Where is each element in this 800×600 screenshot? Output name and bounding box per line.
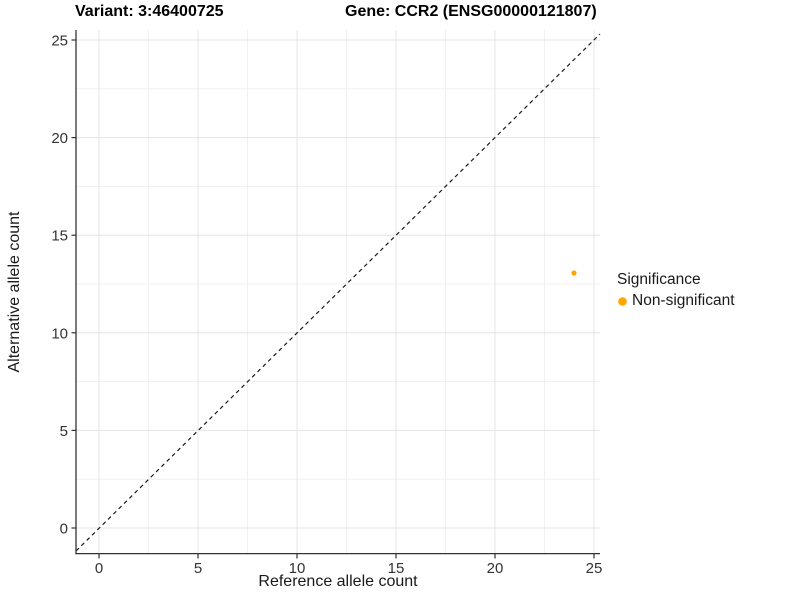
x-tick-5: 5 (194, 560, 202, 577)
legend: Significance Non-significant (617, 271, 735, 310)
legend-title: Significance (617, 271, 701, 288)
y-tick-20: 20 (51, 130, 68, 147)
y-axis-ticks (71, 39, 76, 529)
data-point-non-significant (571, 270, 577, 276)
gene-title: Gene: CCR2 (ENSG00000121807) (345, 3, 597, 20)
legend-entry-non-significant: Non-significant (617, 292, 735, 310)
x-axis-title: Reference allele count (258, 573, 418, 590)
y-tick-labels: 0 5 10 15 20 25 (51, 33, 68, 538)
grid-minor (76, 30, 600, 554)
x-axis-ticks (98, 554, 595, 559)
y-tick-0: 0 (60, 521, 68, 538)
x-tick-10: 10 (289, 560, 306, 577)
y-tick-5: 5 (60, 423, 68, 440)
legend-entry-label: Non-significant (632, 292, 735, 309)
y-axis-title: Alternative allele count (6, 211, 23, 373)
x-tick-0: 0 (95, 560, 103, 577)
x-tick-15: 15 (388, 560, 405, 577)
x-tick-20: 20 (487, 560, 504, 577)
x-tick-25: 25 (586, 560, 603, 577)
identity-dashed-line (75, 33, 601, 552)
y-tick-10: 10 (51, 325, 68, 342)
variant-title: Variant: 3:46400725 (75, 3, 224, 20)
x-tick-labels: 0 5 10 15 20 25 (95, 560, 603, 577)
y-tick-15: 15 (51, 228, 68, 245)
y-tick-25: 25 (51, 33, 68, 50)
grid-major (76, 30, 600, 554)
axis-lines (75, 30, 600, 555)
legend-point-icon (618, 296, 627, 306)
